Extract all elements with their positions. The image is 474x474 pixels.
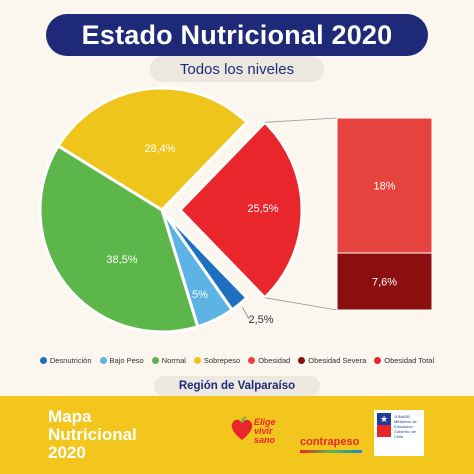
footer-title-line3: 2020 — [48, 443, 86, 462]
star-icon: ★ — [379, 414, 389, 424]
pie-slice-sobrepeso — [56, 86, 249, 212]
legend-label: Desnutrición — [49, 355, 92, 365]
leader-line-desnutricion — [241, 306, 250, 320]
evs-line2: vivir — [254, 426, 273, 436]
legend-label: Bajo Peso — [109, 355, 144, 365]
breakdown-label-obesidad-severa: 7,6% — [372, 277, 397, 289]
footer-title-line1: Mapa — [48, 407, 92, 426]
slice-label-bajo-peso: 5% — [192, 289, 208, 301]
elige-vivir-sano-text: Elige vivir sano — [254, 418, 276, 445]
legend-item-obesidad-total: Obesidad Total — [374, 356, 434, 365]
legend-item-desnutricion: Desnutrición — [39, 355, 92, 365]
pie-slice-obesidad-total — [177, 120, 304, 300]
legend-item-sobrepeso: Sobrepeso — [193, 355, 241, 365]
pie-chart: 25,5% 2,5% 5% 38,5% 28,4% 18% 7,6% — [38, 86, 433, 334]
breakdown-bar-obesidad-severa — [336, 252, 433, 311]
legend-item-normal: Normal — [151, 355, 186, 365]
legend-swatch — [39, 356, 47, 364]
apple-heart-icon — [231, 416, 253, 440]
gobierno-text: JUNAEB Ministerio de Educación · Gobiern… — [394, 414, 417, 439]
contrapeso-underline — [300, 450, 362, 453]
slice-label-sobrepeso: 28,4% — [144, 143, 175, 155]
legend-swatch — [99, 356, 107, 364]
flag-blue — [377, 413, 391, 425]
legend-swatch — [193, 356, 201, 364]
legend-item-obesidad-severa: Obesidad Severa — [298, 356, 366, 365]
evs-line1: Elige — [254, 417, 276, 427]
connector-line-bottom — [264, 297, 338, 311]
slice-label-obesidad-total: 25,5% — [247, 203, 278, 215]
pie-slice-normal — [38, 143, 200, 334]
gobierno-logo: ★ JUNAEB Ministerio de Educación · Gobie… — [374, 410, 424, 456]
chart-subtitle: Todos los niveles — [150, 56, 324, 82]
legend-label: Sobrepeso — [203, 355, 241, 365]
breakdown-bar-obesidad — [336, 117, 433, 254]
contrapeso-logo: contrapeso — [300, 436, 360, 448]
legend-swatch — [248, 356, 256, 364]
chart-title: Estado Nutricional 2020 — [46, 14, 428, 56]
legend-label: Normal — [161, 355, 186, 365]
legend-swatch — [298, 356, 306, 364]
footer-title-line2: Nutricional — [48, 425, 137, 444]
slice-label-normal: 38,5% — [106, 254, 137, 266]
slice-label-desnutricion: 2,5% — [248, 314, 273, 326]
legend-swatch — [374, 356, 382, 364]
legend-label: Obesidad Total — [384, 355, 435, 365]
connector-line-top — [264, 117, 338, 123]
chart-legend: Desnutrición Bajo Peso Normal Sobrepeso Obes… — [0, 352, 474, 368]
elige-vivir-sano-logo: Elige vivir sano — [230, 414, 290, 458]
legend-item-obesidad: Obesidad — [248, 356, 290, 365]
legend-label: Obesidad Severa — [308, 355, 367, 365]
footer-banner: Mapa Nutricional 2020 Elige vivir sano c… — [0, 396, 474, 474]
flag-red — [377, 425, 391, 437]
legend-label: Obesidad — [258, 355, 291, 365]
evs-line3: sano — [254, 435, 276, 445]
legend-item-bajo-peso: Bajo Peso — [99, 355, 144, 365]
footer-title: Mapa Nutricional 2020 — [48, 408, 168, 462]
legend-swatch — [151, 356, 159, 364]
breakdown-label-obesidad: 18% — [373, 181, 395, 193]
region-label: Región de Valparaíso — [154, 376, 320, 396]
